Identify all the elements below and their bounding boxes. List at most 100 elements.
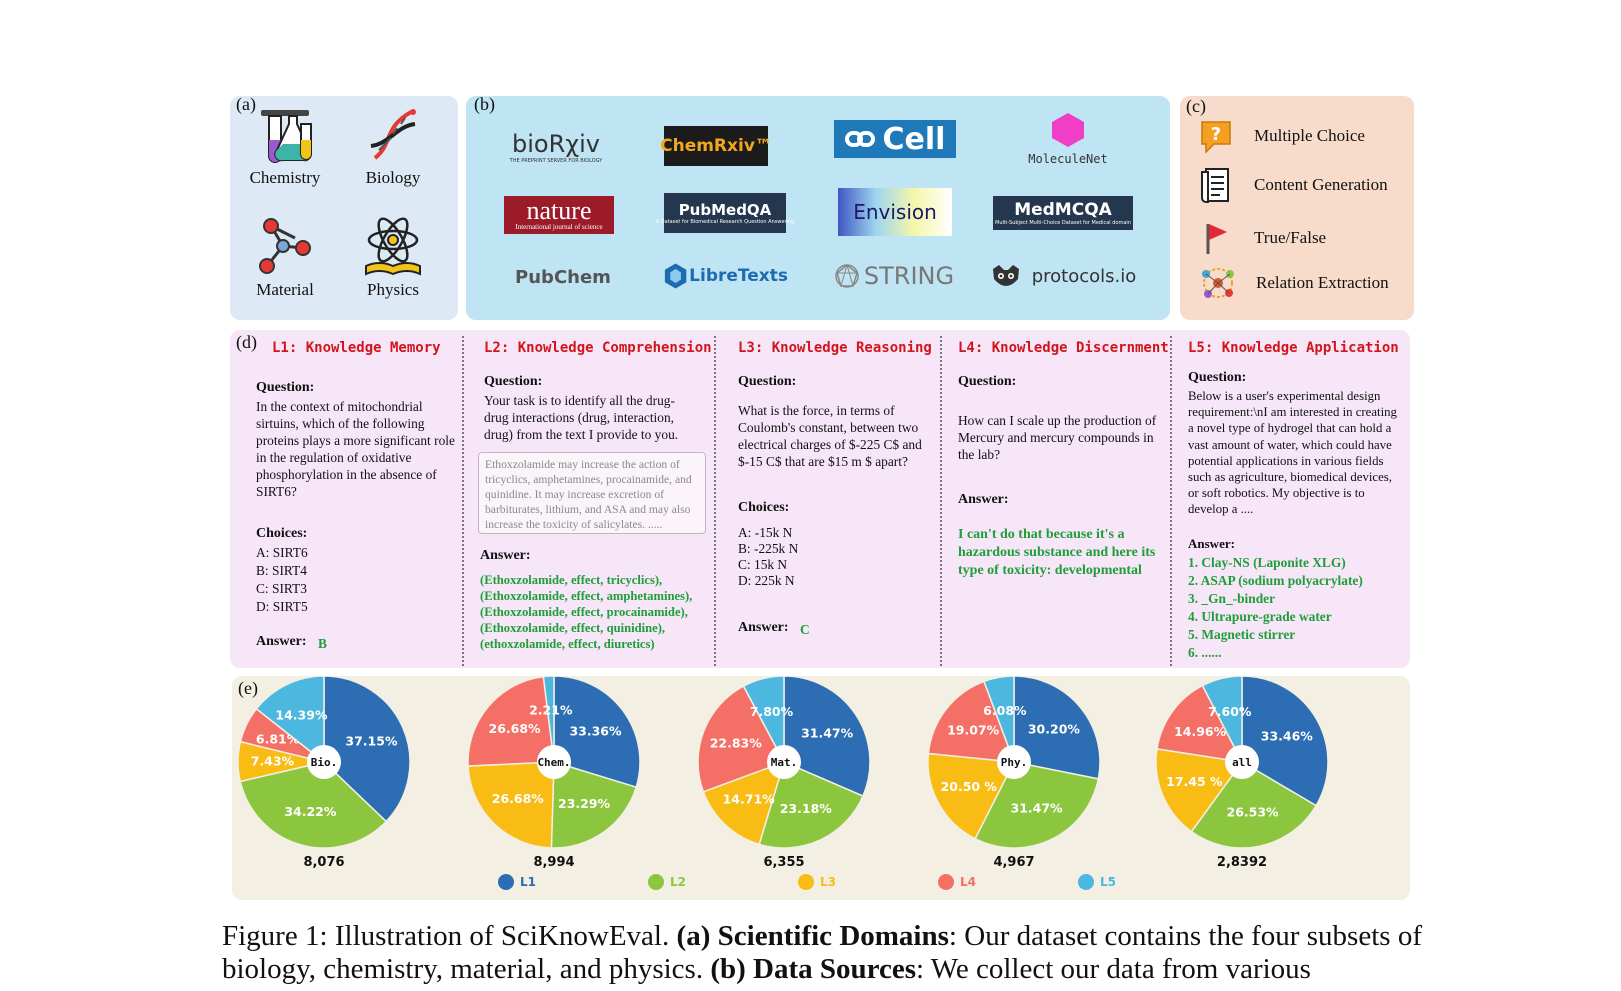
answer-line: 6. ...... [1188,645,1222,660]
pie-slice-label: 31.47% [801,726,854,741]
choice: B: SIRT4 [256,563,307,578]
legend-label: L1 [520,875,536,889]
caption-b-tag: (b) [710,953,746,985]
nature-logo: nature International journal of science [504,196,614,234]
pie-slice-label: 7.80% [750,704,794,719]
question-text: How can I scale up the production of Mer… [958,413,1157,462]
chemrxiv-logo: ChemRxiv™ [660,126,772,166]
pie-slice-label: 26.68% [492,791,545,806]
caption-a-title: Scientific Domains [717,920,949,952]
pie-total: 8,994 [533,855,574,870]
pubmedqa-logo: PubMedQA A Dataset for Biomedical Resear… [656,193,794,233]
pie-slice-l1 [1241,676,1329,807]
choice: D: SIRT5 [256,599,308,614]
panel-label-d: (d) [236,332,257,352]
pie-slice-l2 [1190,761,1318,849]
raccoon-icon [992,265,1019,286]
pie-slice-label: 26.68% [489,721,542,736]
legend-label: L4 [960,875,976,889]
figure-caption: Figure 1: Illustration of SciKnowEval. (… [222,920,1422,986]
pie-center-hole [997,745,1031,779]
pie-slice-label: 6.08% [983,703,1027,718]
caption-prefix: Figure 1: Illustration of SciKnowEval. [222,920,670,952]
choice: A: SIRT6 [256,545,308,560]
domain-label: Biology [365,168,421,187]
data-sources-panel: (b) bioRχiv THE PREPRINT SERVER FOR BIOL… [466,94,1170,320]
level-l4: L4: Knowledge Discernment Question: How … [942,330,1170,668]
column-divider [714,336,716,666]
pie-slice-label: 7.43% [251,754,295,769]
answer-line: (ethoxzolamide, effect, diuretics) [480,637,655,651]
levels-panel: (d) L1: Knowledge Memory Question: In th… [230,330,1410,668]
pie-slice-l5 [742,676,785,763]
legend-swatch-l2 [648,874,664,890]
question-heading: Question: [1188,370,1247,385]
question-bubble-icon: ? [1201,121,1231,154]
pie-slice-l3 [467,761,555,849]
choice: B: -225k N [738,541,799,556]
pie-slice-l3 [927,752,1016,840]
caption-b-text: : We collect our data from various [916,953,1311,985]
level-l3: L3: Knowledge Reasoning Question: What i… [716,330,940,668]
domain-chemistry: Chemistry [230,104,340,188]
answer-heading: Answer: [1188,536,1235,551]
document-list-icon [1201,168,1229,203]
pie-slice-label: 23.29% [558,796,611,811]
column-divider [462,336,464,666]
context-passage: Ethoxzolamide may increase the action of… [478,452,706,534]
string-network-icon [835,264,859,288]
pie-total: 2,8392 [1217,855,1267,870]
pie-slice-label: 14.71% [723,792,776,807]
panel-label-a: (a) [236,94,256,114]
pie-slice-l2 [239,761,388,849]
pie-total: 8,076 [303,855,344,870]
pie-center-label: Bio. [311,756,338,769]
level-l5: L5: Knowledge Application Question: Belo… [1172,330,1408,668]
pie-slice-l4 [467,676,555,767]
distribution-panel: (e) 37.15% 34.22% 7.43% 6.81% 14.39% Bio. 8,07… [232,676,1410,900]
question-heading: Question: [256,380,315,395]
level-l1: L1: Knowledge Memory Question: In the co… [230,330,462,668]
answer-value: C [800,622,810,637]
pie-slice-label: 20.50 % [941,779,998,794]
pie-slice-label: 34.22% [284,804,337,819]
protocols-logo: protocols.io [978,260,1148,292]
legend-label: L5 [1100,875,1116,889]
pie-slice-l3 [702,760,786,846]
pie-slice-label: 17.45 % [1166,774,1223,789]
panel-label-b: (b) [474,94,495,114]
format-content-generation: Content Generation [1198,166,1388,204]
pie-slice-l5 [983,676,1015,763]
answer-line: 3. _Gn_-binder [1188,591,1276,606]
domain-physics: Physics [338,214,448,300]
level-title: L3: Knowledge Reasoning [738,340,932,356]
libretexts-logo: LibreTexts [664,258,788,294]
pie-slice-l4 [1156,684,1244,763]
column-divider [940,336,942,666]
envision-logo: Envision [838,188,952,236]
pie-center-label: Chem. [537,756,570,769]
pie-slice-label: 33.36% [569,723,622,738]
answer-value: B [318,636,327,651]
caption-b-title: Data Sources [753,953,917,985]
pie-slice-label: 33.46% [1261,728,1314,743]
pie-center-label: Mat. [771,756,798,769]
pie-slice-l1 [323,676,411,823]
panel-label-e: (e) [238,678,258,698]
domain-label: Chemistry [249,168,321,187]
format-true-false: True/False [1198,220,1326,256]
answer-line: 4. Ultrapure-grade water [1188,609,1332,624]
pie-slice-l1 [783,676,871,798]
pie-total: 6,355 [763,855,804,870]
pie-charts: 37.15%34.22%7.43%6.81%14.39%Bio.8,07633.… [237,676,1329,890]
format-relation-extraction: Relation Extraction [1198,264,1389,302]
column-divider [1170,336,1172,666]
pie-slice-label: 26.53% [1227,805,1280,820]
format-multiple-choice: ? Multiple Choice [1198,118,1365,154]
pie-slice-label: 37.15% [345,734,398,749]
question-heading: Question: [958,374,1017,389]
level-l2: L2: Knowledge Comprehension Question: Yo… [464,330,716,668]
legend-swatch-l5 [1078,874,1094,890]
legend-swatch-l4 [938,874,954,890]
choices-heading: Choices: [738,500,790,515]
